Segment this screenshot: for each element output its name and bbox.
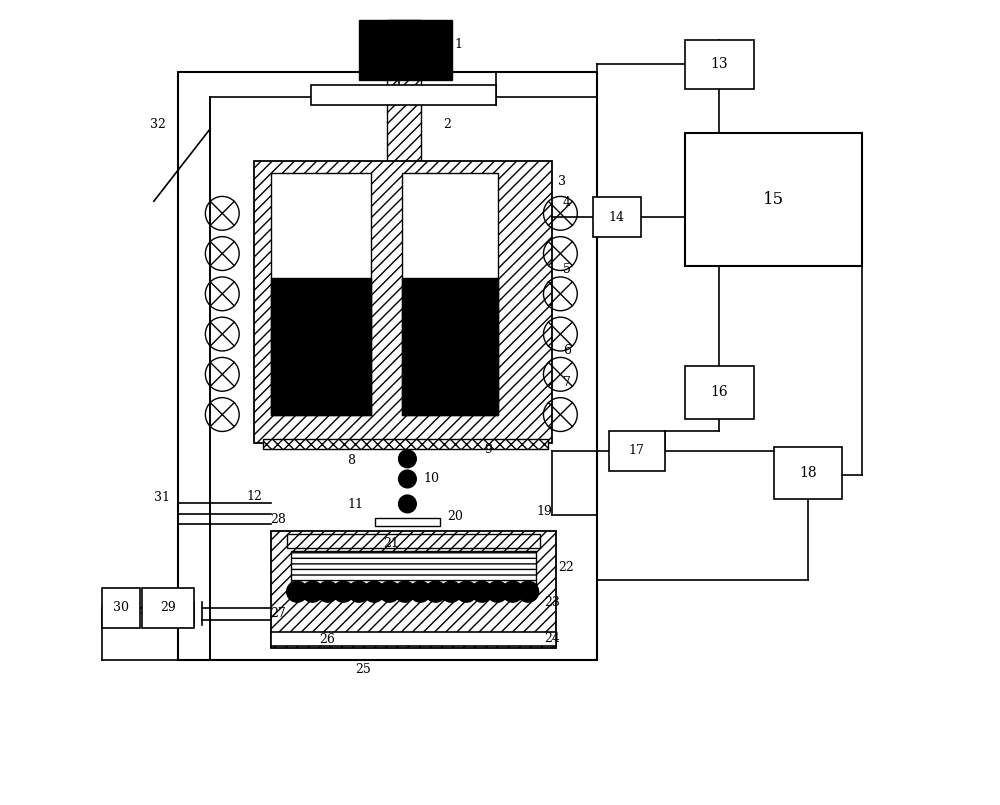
Bar [254,161,552,443]
Text: 27: 27 [271,607,286,620]
Circle shape [441,581,462,602]
Text: 14: 14 [609,211,625,224]
Circle shape [317,581,338,602]
Bar [375,518,440,526]
Circle shape [333,581,354,602]
Text: 10: 10 [424,473,440,485]
Text: 3: 3 [558,175,566,188]
Text: 8: 8 [347,454,355,467]
Text: 26: 26 [319,634,335,646]
Text: 12: 12 [246,490,262,503]
Circle shape [394,581,415,602]
Text: 11: 11 [347,498,363,511]
Circle shape [425,581,446,602]
Bar [685,366,754,419]
Text: 4: 4 [563,196,571,209]
Bar [685,133,862,266]
Bar [402,278,498,415]
Circle shape [302,581,323,602]
Bar [102,588,140,628]
Circle shape [410,581,431,602]
Text: 19: 19 [536,505,552,518]
Bar [263,439,548,449]
Circle shape [364,581,385,602]
Text: 25: 25 [355,663,371,676]
Bar [271,173,371,415]
Circle shape [487,581,508,602]
Bar [271,632,556,646]
Bar [685,40,754,89]
Text: 20: 20 [448,510,464,523]
Circle shape [472,581,492,602]
Bar [311,85,496,105]
Bar [774,447,842,499]
Text: 1: 1 [454,38,462,51]
Bar [609,431,665,471]
Text: 30: 30 [113,601,129,614]
Bar [402,173,498,415]
Circle shape [287,581,308,602]
Bar [387,20,421,423]
Circle shape [502,581,523,602]
Text: 9: 9 [484,443,492,456]
Circle shape [518,581,539,602]
Circle shape [379,581,400,602]
Text: 24: 24 [544,632,560,645]
Text: 31: 31 [154,491,170,504]
Text: 5: 5 [563,263,571,276]
Bar [287,534,540,548]
Bar [593,197,641,237]
Circle shape [399,470,416,488]
Text: 21: 21 [383,537,399,550]
Text: 18: 18 [799,466,817,480]
Circle shape [456,581,477,602]
Text: 6: 6 [563,344,571,357]
Text: 23: 23 [544,596,560,609]
Bar [178,72,597,660]
Text: 16: 16 [711,386,728,399]
Bar [142,588,194,628]
Bar [291,551,536,584]
Text: 17: 17 [629,444,645,457]
Text: 29: 29 [160,601,176,614]
Circle shape [399,450,416,468]
Text: 32: 32 [150,118,166,131]
Bar [271,531,556,648]
Text: 15: 15 [763,191,784,208]
Text: 13: 13 [711,57,728,72]
Text: 2: 2 [444,118,452,131]
Text: 22: 22 [558,561,574,574]
Bar [271,278,371,415]
Circle shape [348,581,369,602]
Circle shape [399,495,416,513]
Text: 28: 28 [271,513,286,526]
Text: 7: 7 [563,376,571,389]
Bar [359,20,452,80]
